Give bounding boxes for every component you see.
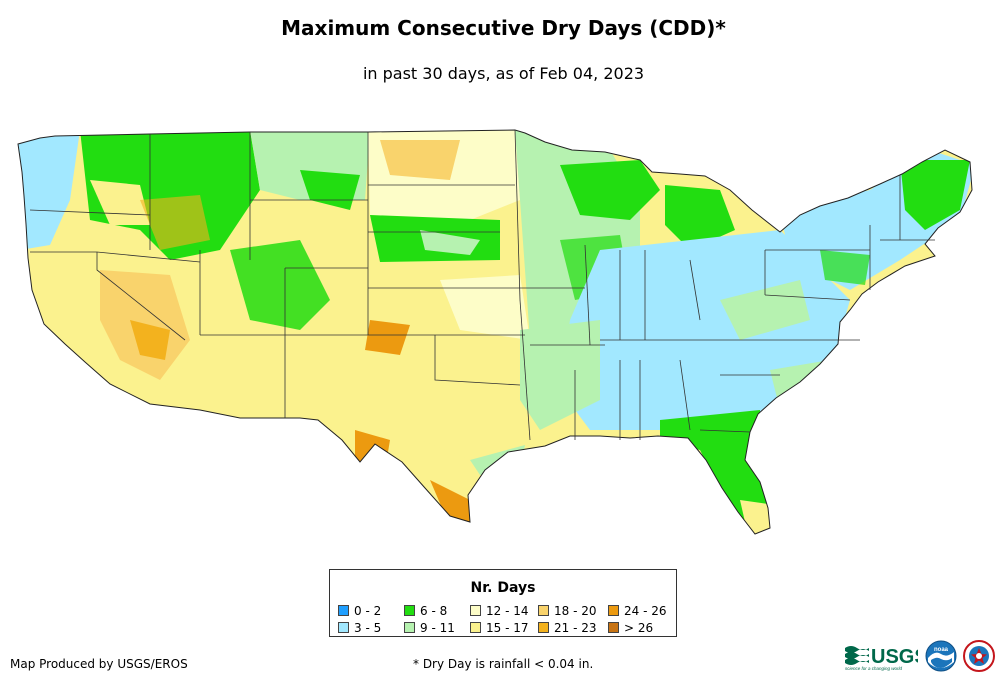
legend-label: > 26 xyxy=(624,621,654,635)
cdd-map xyxy=(17,129,973,535)
usgs-logo: USGS science for a changing world xyxy=(845,646,918,671)
legend-swatch xyxy=(538,605,549,616)
map-subtitle: in past 30 days, as of Feb 04, 2023 xyxy=(362,64,645,83)
svg-text:noaa: noaa xyxy=(934,647,949,653)
state-boundaries xyxy=(29,129,935,441)
nws-logo xyxy=(963,640,995,672)
legend-swatch xyxy=(404,605,415,616)
svg-text:science for a changing world: science for a changing world xyxy=(845,666,903,671)
region-northern-rockies xyxy=(80,130,260,260)
legend-label: 9 - 11 xyxy=(420,621,455,635)
legend-label: 21 - 23 xyxy=(554,621,597,635)
svg-text:USGS: USGS xyxy=(871,646,918,668)
region-great-lakes xyxy=(560,160,660,220)
legend-swatch xyxy=(608,622,619,633)
legend-swatch xyxy=(404,622,415,633)
region-pacific-northwest-coast xyxy=(18,130,80,250)
legend-label: 15 - 17 xyxy=(486,621,529,635)
dry-day-footnote: * Dry Day is rainfall < 0.04 in. xyxy=(413,657,594,671)
legend-label: 18 - 20 xyxy=(554,604,597,618)
legend-title: Nr. Days xyxy=(470,580,536,596)
legend-label: 3 - 5 xyxy=(354,621,382,635)
map-title: Maximum Consecutive Dry Days (CDD)* xyxy=(281,16,726,40)
us-outline xyxy=(17,129,973,535)
legend-label: 24 - 26 xyxy=(624,604,667,618)
map-credit: Map Produced by USGS/EROS xyxy=(10,657,188,671)
legend-swatch xyxy=(470,605,481,616)
noaa-logo: noaa xyxy=(925,640,957,672)
legend-label: 6 - 8 xyxy=(420,604,448,618)
legend-label: 12 - 14 xyxy=(486,604,529,618)
legend-swatch xyxy=(338,605,349,616)
legend-box: Nr. Days 0 - 2 3 - 5 6 - 8 9 - 11 12 - 1… xyxy=(329,569,677,637)
legend-swatch xyxy=(470,622,481,633)
legend-swatch xyxy=(608,605,619,616)
legend-swatch xyxy=(338,622,349,633)
legend-swatch xyxy=(538,622,549,633)
legend-label: 0 - 2 xyxy=(354,604,382,618)
